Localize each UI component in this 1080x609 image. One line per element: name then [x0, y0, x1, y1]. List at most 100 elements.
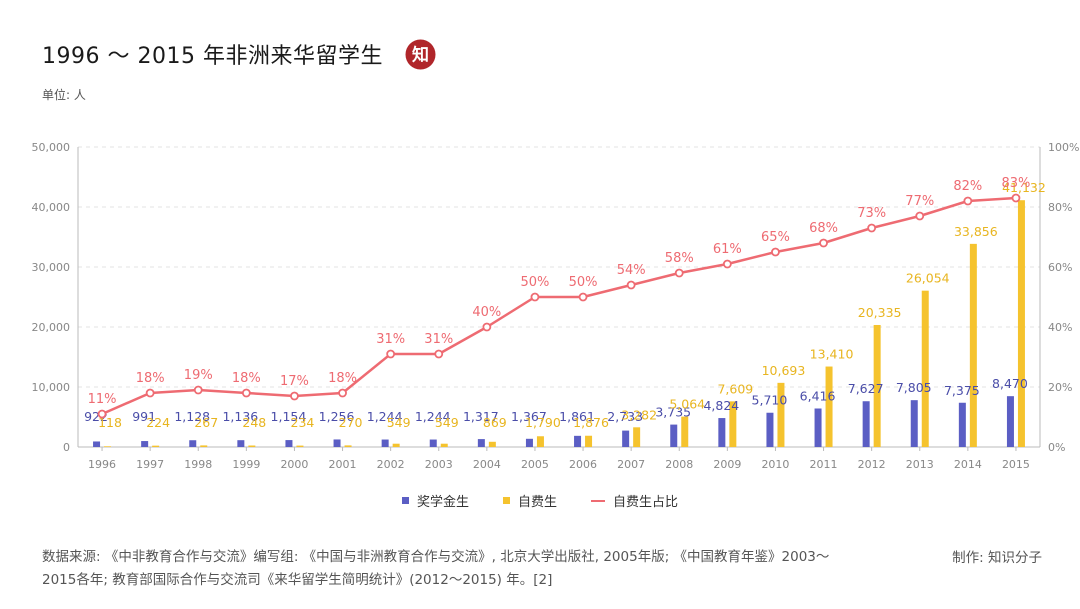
maker-credit: 制作: 知识分子: [952, 550, 1042, 566]
bar-label-selffunded: 1,790: [525, 415, 561, 430]
ratio-label: 40%: [472, 305, 501, 320]
x-tick-label: 2000: [280, 458, 308, 471]
unit-label: 单位: 人: [42, 88, 86, 102]
ratio-point: [482, 322, 492, 332]
bar-selffunded: [344, 445, 352, 447]
bar-scholarship: [670, 424, 678, 447]
bar-label-selffunded: 13,410: [810, 347, 854, 362]
x-tick-label: 2012: [858, 458, 886, 471]
ratio-label: 68%: [809, 221, 838, 236]
bar-selffunded: [200, 445, 208, 447]
ratio-label: 19%: [184, 368, 213, 383]
legend: 奖学金生 自费生 自费生占比: [0, 491, 1080, 510]
ratio-label: 18%: [328, 371, 357, 386]
legend-label-scholarship: 奖学金生: [416, 495, 469, 510]
bar-label-scholarship: 7,805: [896, 380, 932, 395]
bar-scholarship: [237, 440, 245, 447]
ratio-label: 83%: [1001, 176, 1030, 191]
bar-label-selffunded: 26,054: [906, 271, 950, 286]
ratio-line: [101, 196, 1017, 416]
ratio-label: 65%: [761, 230, 790, 245]
bar-scholarship: [333, 439, 341, 447]
bar-scholarship: [622, 430, 630, 447]
bar-selffunded: [681, 416, 689, 447]
x-tick-label: 2005: [521, 458, 549, 471]
y-left-tick-label: 10,000: [32, 381, 71, 394]
bar-label-selffunded: 549: [435, 415, 459, 430]
x-tick-label: 1999: [232, 458, 260, 471]
legend-item-ratio[interactable]: 自费生占比: [591, 491, 678, 510]
y-right-tick-label: 40%: [1048, 321, 1072, 334]
bar-scholarship: [910, 400, 918, 447]
legend-swatch-selffunded: [502, 497, 510, 504]
bar-selffunded: [777, 382, 785, 447]
y-left-tick-label: 30,000: [32, 261, 71, 274]
bar-label-selffunded: 234: [291, 415, 315, 430]
x-tick-label: 2010: [761, 458, 789, 471]
bar-selffunded: [152, 445, 160, 447]
bar-label-selffunded: 3,282: [621, 407, 657, 422]
bar-scholarship: [477, 439, 485, 447]
bar-label-selffunded: 1,876: [573, 415, 609, 430]
bar-label-selffunded: 118: [98, 415, 122, 430]
bar-selffunded: [1017, 200, 1025, 447]
bar-selffunded: [585, 435, 593, 447]
bar-label-scholarship: 7,375: [944, 383, 980, 398]
bar-label-scholarship: 1,154: [271, 409, 307, 424]
bar-scholarship: [958, 402, 966, 447]
ratio-label: 17%: [280, 374, 309, 389]
ratio-point: [915, 211, 925, 221]
x-tick-label: 2013: [906, 458, 934, 471]
bar-label-scholarship: 4,824: [703, 398, 739, 413]
x-tick-label: 1997: [136, 458, 164, 471]
ratio-label: 73%: [857, 206, 886, 221]
bar-selffunded: [488, 441, 496, 447]
y-right-tick-label: 60%: [1048, 261, 1072, 274]
zhishi-logo-icon: 知: [405, 39, 436, 70]
y-left-tick-label: 0: [63, 441, 70, 454]
bar-label-scholarship: 2,733: [607, 409, 643, 424]
ratio-label: 11%: [88, 392, 117, 407]
bar-scholarship: [1006, 396, 1014, 447]
bar-selffunded: [969, 243, 977, 447]
bar-label-selffunded: 224: [146, 415, 170, 430]
bar-label-selffunded: 7,609: [717, 381, 753, 396]
ratio-point: [722, 259, 732, 269]
ratio-point: [626, 280, 636, 290]
ratio-label: 77%: [905, 194, 934, 209]
bar-label-scholarship: 1,244: [415, 409, 451, 424]
bar-selffunded: [921, 290, 929, 447]
legend-item-selffunded[interactable]: 自费生: [502, 491, 557, 510]
legend-item-scholarship[interactable]: 奖学金生: [401, 491, 469, 510]
bar-scholarship: [285, 440, 293, 447]
legend-label-ratio: 自费生占比: [613, 495, 679, 510]
x-tick-label: 2015: [1002, 458, 1030, 471]
bar-label-selffunded: 33,856: [954, 224, 998, 239]
legend-swatch-ratio: [591, 499, 605, 502]
ratio-point: [819, 238, 828, 248]
bar-label-scholarship: 8,470: [992, 376, 1028, 391]
bar-label-scholarship: 1,244: [367, 409, 403, 424]
bar-label-selffunded: 248: [242, 415, 266, 430]
bar-label-scholarship: 1,317: [463, 409, 499, 424]
ratio-point: [867, 223, 877, 233]
ratio-label: 50%: [520, 275, 549, 290]
ratio-label: 50%: [569, 275, 598, 290]
y-left-tick-label: 40,000: [32, 201, 71, 214]
bar-label-scholarship: 1,861: [559, 409, 595, 424]
bar-label-scholarship: 1,136: [222, 409, 258, 424]
ratio-label: 31%: [424, 332, 453, 347]
ratio-label: 61%: [713, 242, 742, 257]
ratio-point: [674, 268, 684, 278]
chart: 0 0% 10,000 20% 20,000 40% 30,000 60% 40,000 80% 5…: [32, 141, 1080, 471]
ratio-point: [193, 385, 203, 395]
bar-label-selffunded: 267: [194, 415, 218, 430]
x-tick-label: 2003: [425, 458, 453, 471]
bar-scholarship: [525, 438, 533, 447]
x-tick-label: 2006: [569, 458, 597, 471]
bar-selffunded: [633, 427, 641, 447]
x-tick-label: 2008: [665, 458, 693, 471]
bar-scholarship: [381, 439, 389, 447]
ratio-point: [434, 349, 444, 359]
bar-scholarship: [862, 401, 870, 447]
